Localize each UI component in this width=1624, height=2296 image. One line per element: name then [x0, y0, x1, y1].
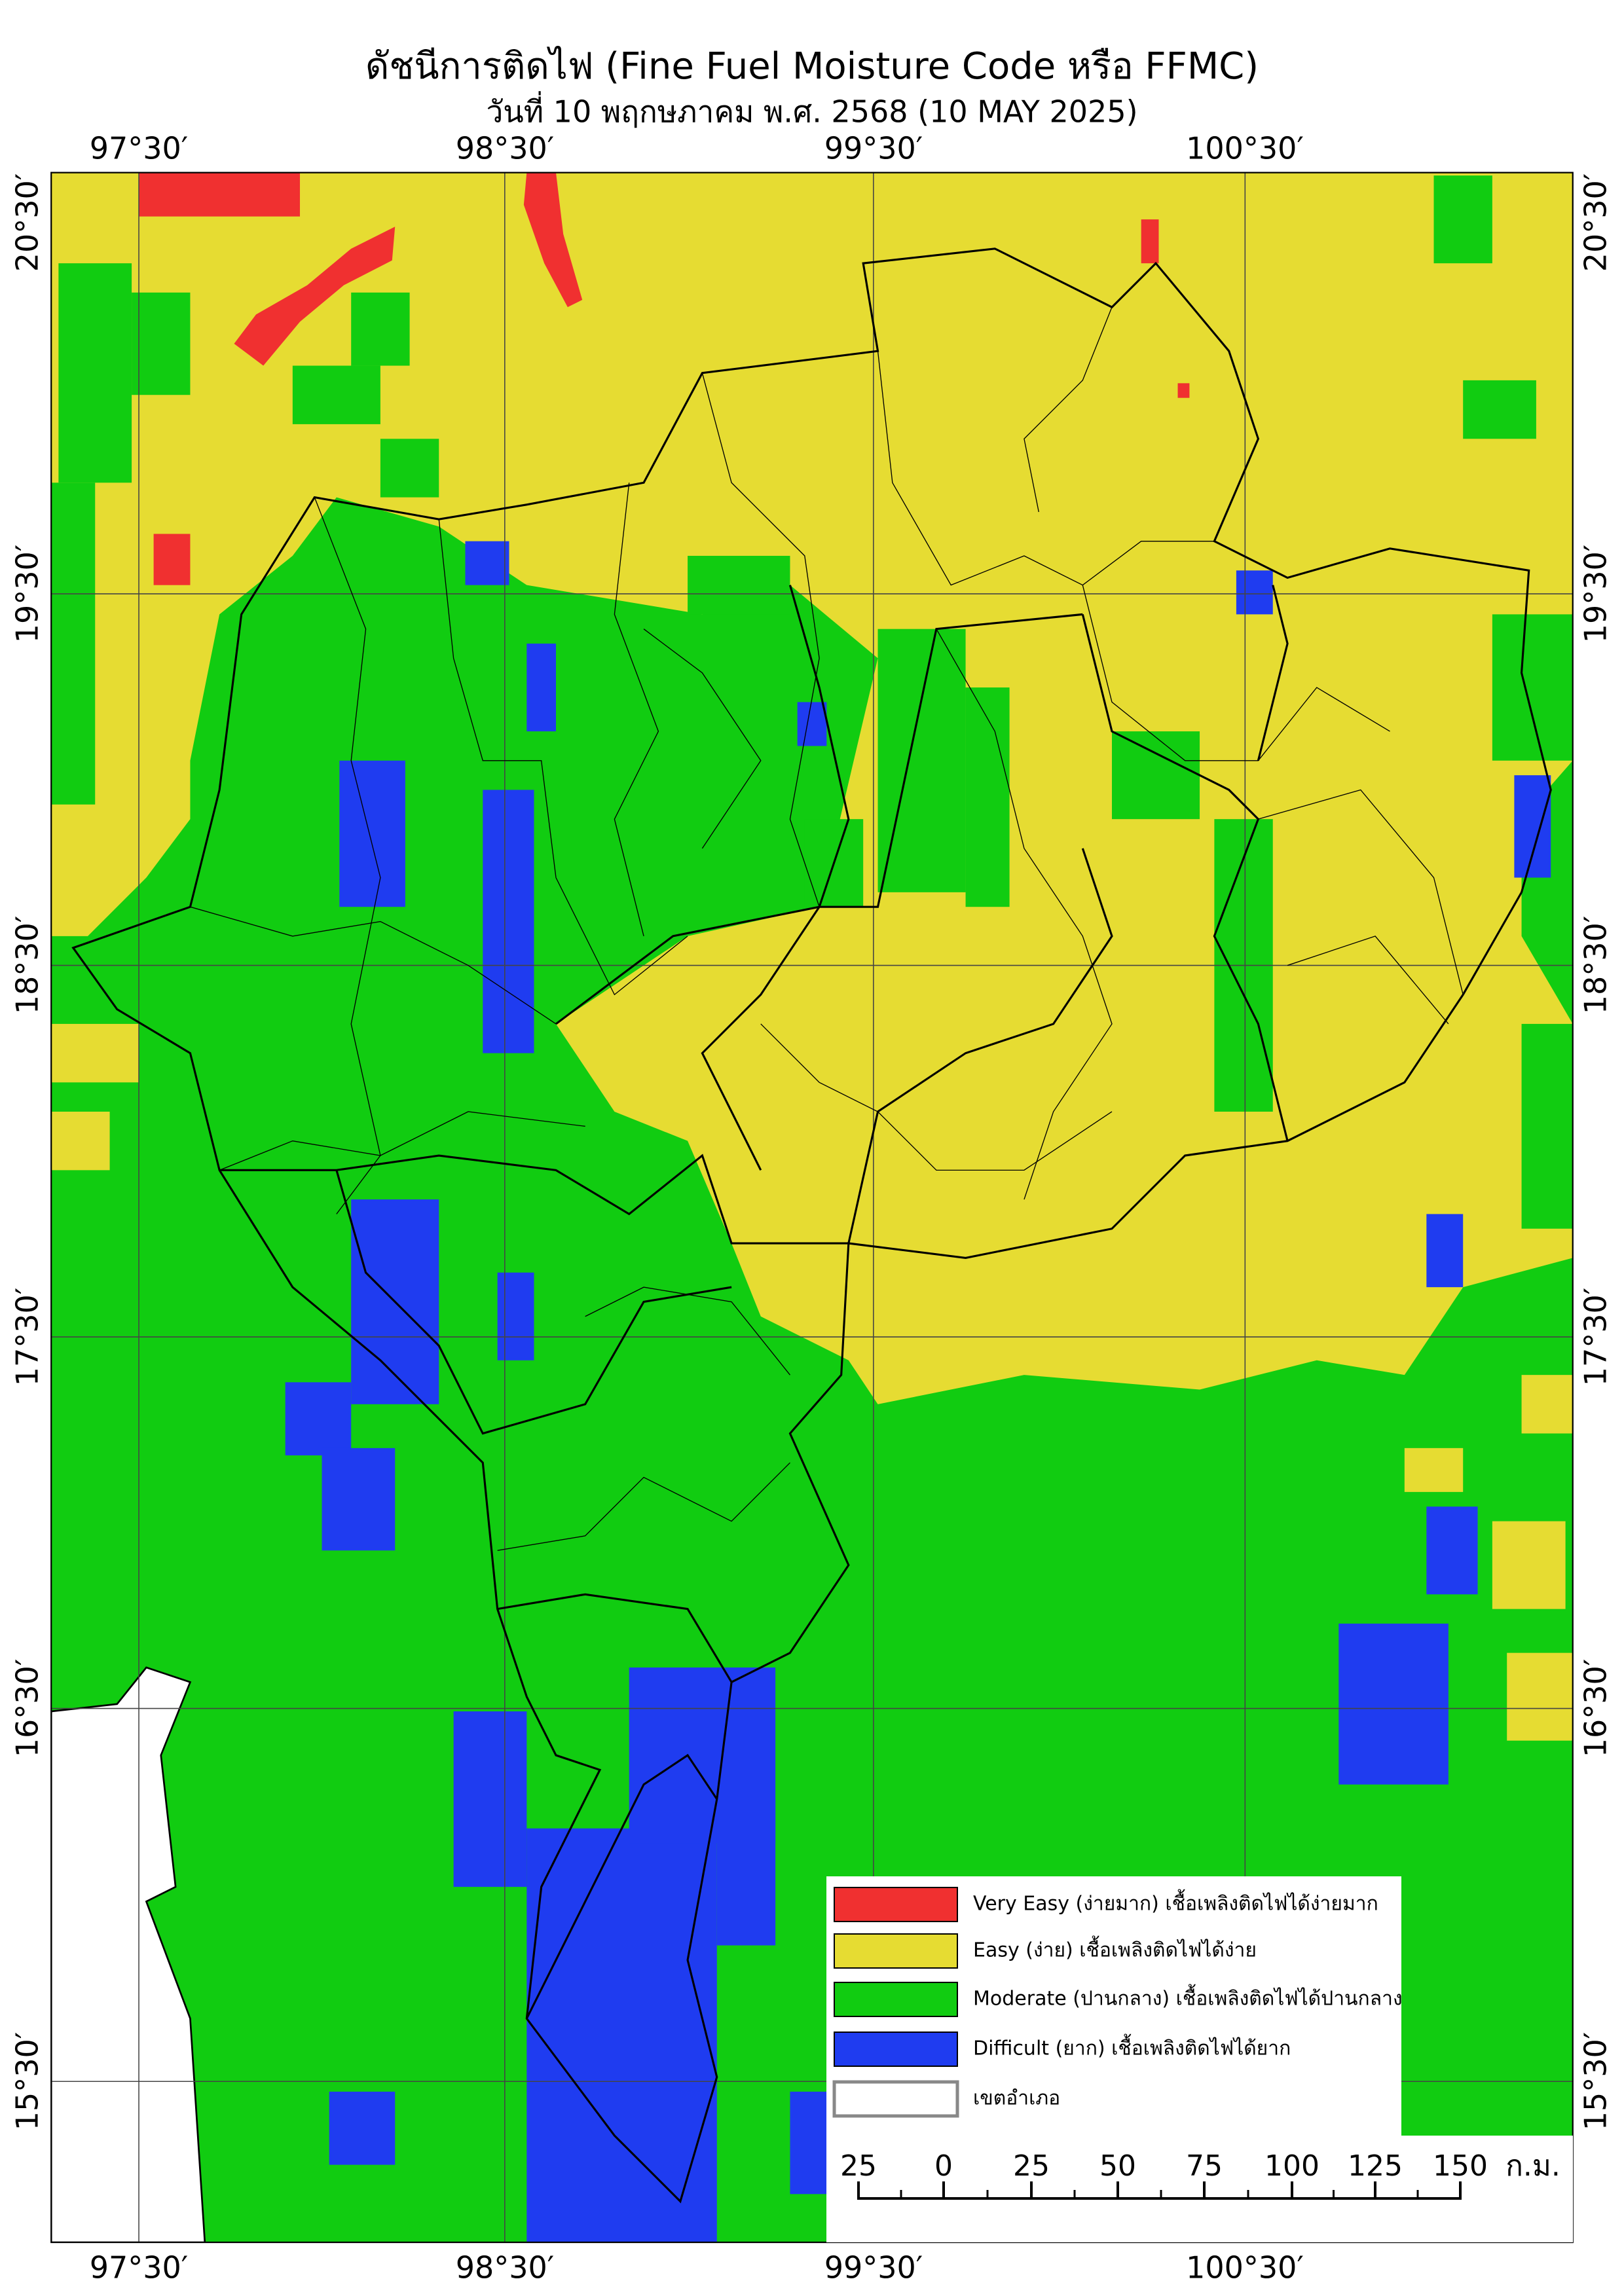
legend-swatch	[834, 1933, 958, 1969]
legend-label: Difficult (ยาก) เชื้อเพลิงติดไฟได้ยาก	[973, 2034, 1291, 2060]
latitude-label: 20°30′	[1578, 173, 1614, 272]
latitude-label: 19°30′	[10, 545, 45, 644]
map-frame	[50, 172, 1574, 2244]
latitude-label: 18°30′	[10, 916, 45, 1015]
map-title: ดัชนีการติดไฟ (Fine Fuel Moisture Code ห…	[365, 45, 1259, 88]
scale-label: 50	[1099, 2149, 1136, 2183]
legend-swatch	[832, 2080, 959, 2118]
scale-label: 100	[1264, 2149, 1320, 2183]
scale-unit: ก.ม.	[1505, 2149, 1560, 2183]
latitude-label: 17°30′	[10, 1288, 45, 1387]
latitude-label: 15°30′	[1578, 2032, 1614, 2131]
longitude-label: 98°30′	[456, 2250, 555, 2286]
scale-label: 0	[934, 2149, 953, 2183]
very-easy-patches	[139, 172, 1190, 585]
map-subtitle: วันที่ 10 พฤกษภาคม พ.ศ. 2568 (10 MAY 202…	[486, 91, 1137, 130]
easy-patches	[51, 1023, 1573, 1741]
longitude-label: 100°30′	[1186, 2250, 1304, 2286]
legend-label: Moderate (ปานกลาง) เชื้อเพลิงติดไฟได้ปาน…	[973, 1984, 1403, 2011]
longitude-label: 97°30′	[90, 131, 189, 166]
latitude-label: 19°30′	[1578, 545, 1614, 644]
longitude-label: 97°30′	[90, 2250, 189, 2286]
scale-bar: 25 0 25 50 75 100 125 150 ก.ม.	[826, 2136, 1573, 2242]
district-boundaries	[190, 306, 1464, 1551]
longitude-label: 100°30′	[1186, 131, 1304, 166]
legend-label: Easy (ง่าย) เชื้อเพลิงติดไฟได้ง่าย	[973, 1936, 1257, 1962]
map-area	[50, 172, 1574, 2244]
scale-bar-box	[826, 2136, 1573, 2242]
province-boundaries	[71, 247, 1552, 2204]
latitude-label: 16°30′	[10, 1659, 45, 1758]
latitude-label: 16°30′	[1578, 1659, 1614, 1758]
legend-swatch	[834, 1887, 958, 1922]
latitude-label: 15°30′	[10, 2032, 45, 2131]
sea	[51, 1666, 206, 2243]
longitude-label: 99°30′	[824, 131, 923, 166]
longitude-label: 98°30′	[456, 131, 555, 166]
latitude-label: 18°30′	[1578, 916, 1614, 1015]
difficult-patches	[285, 541, 1551, 2243]
legend-label: เขตอำเภอ	[973, 2087, 1060, 2110]
scale-label: 125	[1348, 2149, 1403, 2183]
legend-swatch	[834, 1982, 958, 2017]
longitude-label: 99°30′	[824, 2250, 923, 2286]
scale-label: 150	[1433, 2149, 1488, 2183]
latitude-label: 20°30′	[10, 173, 45, 272]
scale-label: 75	[1186, 2149, 1223, 2183]
scale-label: 25	[1013, 2149, 1050, 2183]
legend-label: Very Easy (ง่ายมาก) เชื้อเพลิงติดไฟได้ง่…	[973, 1889, 1378, 1916]
legend: Very Easy (ง่ายมาก) เชื้อเพลิงติดไฟได้ง่…	[826, 1876, 1403, 2136]
scale-label: 25	[840, 2149, 877, 2183]
latitude-label: 17°30′	[1578, 1288, 1614, 1387]
legend-swatch	[834, 2032, 958, 2067]
